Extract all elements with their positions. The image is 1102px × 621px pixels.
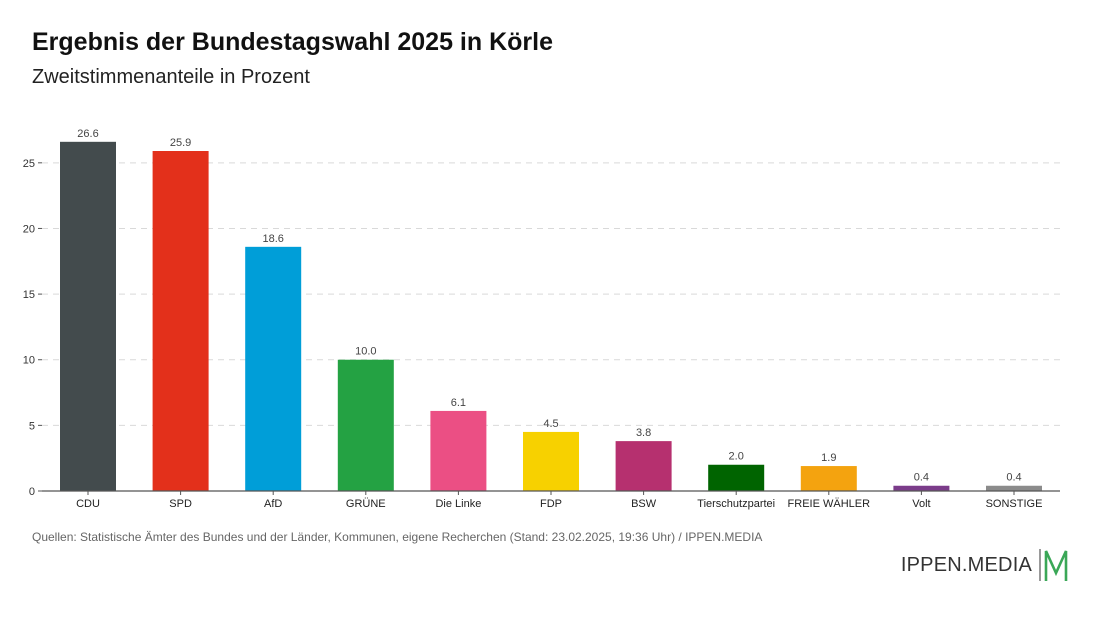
logo-text: IPPEN.MEDIA <box>900 553 1032 576</box>
x-tick-label: AfD <box>264 498 282 510</box>
bars <box>60 141 1042 491</box>
grid-lines <box>42 162 1060 426</box>
bar <box>986 485 1042 491</box>
bar-value-label: 0.4 <box>914 472 929 484</box>
bar-value-label: 10.0 <box>355 346 376 358</box>
bar-value-label: 6.1 <box>451 397 466 409</box>
y-tick-label: 5 <box>29 420 35 432</box>
chart-title: Ergebnis der Bundestagswahl 2025 in Körl… <box>32 28 553 56</box>
bar <box>245 246 302 491</box>
bar-value-label: 0.4 <box>1006 472 1021 484</box>
bar <box>893 485 950 491</box>
bar <box>708 464 765 491</box>
bar <box>615 441 672 491</box>
bar <box>152 151 209 491</box>
x-tick-label: Volt <box>912 498 930 510</box>
x-axis-ticks: CDU SPD AfD GRÜNE Die Linke FDP BSW Tierschutzp… <box>76 491 1042 510</box>
bar <box>60 141 116 491</box>
x-tick-label: FREIE WÄHLER <box>788 498 871 510</box>
bar-value-label: 26.6 <box>77 128 98 140</box>
y-tick-label: 20 <box>23 223 35 235</box>
bar-value-label: 2.0 <box>729 451 744 463</box>
x-tick-label: CDU <box>76 498 100 510</box>
x-tick-label: FDP <box>540 498 562 510</box>
ippen-m-logo-icon <box>1039 549 1068 581</box>
bar-value-label: 4.5 <box>543 418 558 430</box>
y-tick-label: 0 <box>29 486 35 498</box>
x-tick-label: Tierschutzpartei <box>697 498 775 510</box>
y-tick-label: 10 <box>23 355 35 367</box>
bar <box>800 466 857 491</box>
y-axis-ticks: 0 5 10 15 20 25 <box>23 158 42 498</box>
value-labels: 26.6 25.9 18.6 10.0 6.1 4.5 3.8 2.0 1.9 0.4 0.4 <box>77 128 1021 484</box>
chart-subtitle: Zweitstimmenanteile in Prozent <box>32 66 310 88</box>
source-note: Quellen: Statistische Ämter des Bundes u… <box>32 530 763 544</box>
bar-value-label: 18.6 <box>262 233 283 245</box>
bar <box>430 410 487 491</box>
bar-value-label: 3.8 <box>636 427 651 439</box>
x-tick-label: SONSTIGE <box>986 498 1043 510</box>
brand-logo: IPPEN.MEDIA <box>901 547 1070 583</box>
bar <box>337 359 394 491</box>
x-tick-label: Die Linke <box>435 498 481 510</box>
x-tick-label: GRÜNE <box>346 498 386 510</box>
bar-value-label: 1.9 <box>821 452 836 464</box>
y-tick-label: 15 <box>23 289 35 301</box>
y-tick-label: 25 <box>23 158 35 170</box>
bar-value-label: 25.9 <box>170 137 191 149</box>
x-tick-label: SPD <box>169 498 192 510</box>
bar <box>523 431 579 491</box>
x-tick-label: BSW <box>631 498 657 510</box>
